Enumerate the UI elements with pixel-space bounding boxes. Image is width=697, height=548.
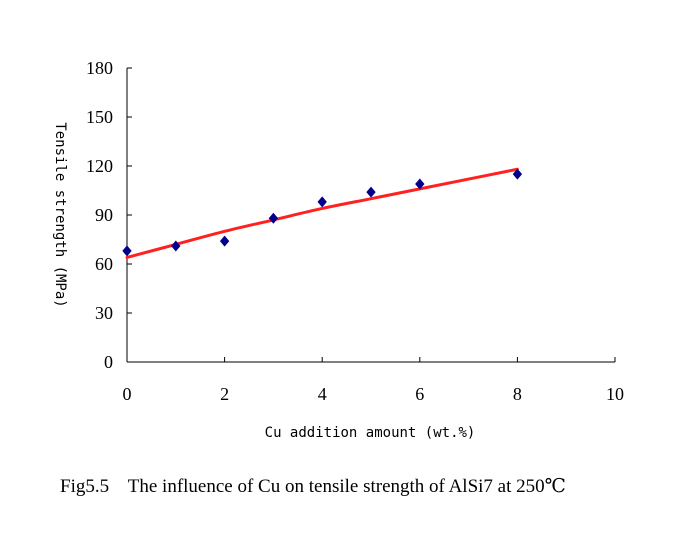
y-tick-label: 0 xyxy=(104,352,113,372)
x-tick-label: 2 xyxy=(220,384,229,404)
y-axis-title: Tensile strength (MPa) xyxy=(52,122,68,307)
figure-caption: Fig5.5 The influence of Cu on tensile st… xyxy=(60,476,566,497)
data-point xyxy=(317,196,327,208)
data-point xyxy=(268,212,279,224)
y-tick-label: 120 xyxy=(86,156,113,176)
x-tick-label: 0 xyxy=(123,384,132,404)
y-tick-label: 60 xyxy=(95,254,113,274)
x-axis: 0 2 4 6 8 10 xyxy=(123,357,624,404)
x-tick-label: 4 xyxy=(318,384,327,404)
data-point xyxy=(171,240,181,252)
data-point xyxy=(415,178,425,190)
x-ticks: 0 2 4 6 8 10 xyxy=(123,357,624,404)
y-ticks: 0 30 60 90 120 150 180 xyxy=(86,58,132,372)
data-point xyxy=(219,235,230,247)
data-points xyxy=(122,168,523,257)
y-tick-label: 90 xyxy=(95,205,113,225)
data-point xyxy=(512,168,523,180)
x-tick-label: 10 xyxy=(606,384,624,404)
y-tick-label: 150 xyxy=(86,107,113,127)
y-tick-label: 30 xyxy=(95,303,113,323)
x-axis-title: Cu addition amount (wt.%) xyxy=(265,425,476,441)
y-axis: 0 30 60 90 120 150 180 xyxy=(86,58,132,372)
fit-line-group xyxy=(125,167,519,259)
x-tick-label: 6 xyxy=(415,384,424,404)
data-point xyxy=(122,245,132,257)
y-tick-label: 180 xyxy=(86,58,113,78)
fit-line xyxy=(125,167,519,259)
data-point xyxy=(366,186,376,198)
x-tick-label: 8 xyxy=(513,384,522,404)
